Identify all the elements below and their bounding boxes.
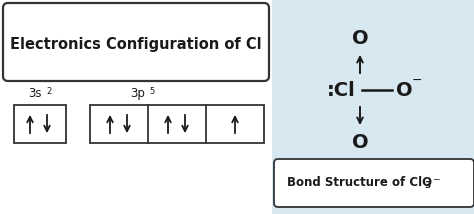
Text: O: O (352, 132, 368, 152)
Text: −: − (412, 73, 422, 86)
Bar (14, 105, 66, 143)
FancyBboxPatch shape (3, 3, 269, 81)
Text: 3: 3 (425, 181, 431, 190)
Text: 5: 5 (149, 87, 154, 96)
Text: 3s: 3s (28, 87, 42, 100)
Text: O: O (396, 80, 412, 100)
Bar (0, 0, 272, 214)
Bar (90, 105, 264, 143)
Text: −: − (432, 174, 440, 183)
Text: Bond Structure of ClO: Bond Structure of ClO (287, 177, 433, 190)
Text: Electronics Configuration of Cl: Electronics Configuration of Cl (10, 37, 262, 52)
Text: 3p: 3p (130, 87, 145, 100)
Text: 2: 2 (46, 87, 51, 96)
Text: :Cl: :Cl (327, 80, 356, 100)
FancyBboxPatch shape (274, 159, 474, 207)
Text: O: O (352, 28, 368, 48)
